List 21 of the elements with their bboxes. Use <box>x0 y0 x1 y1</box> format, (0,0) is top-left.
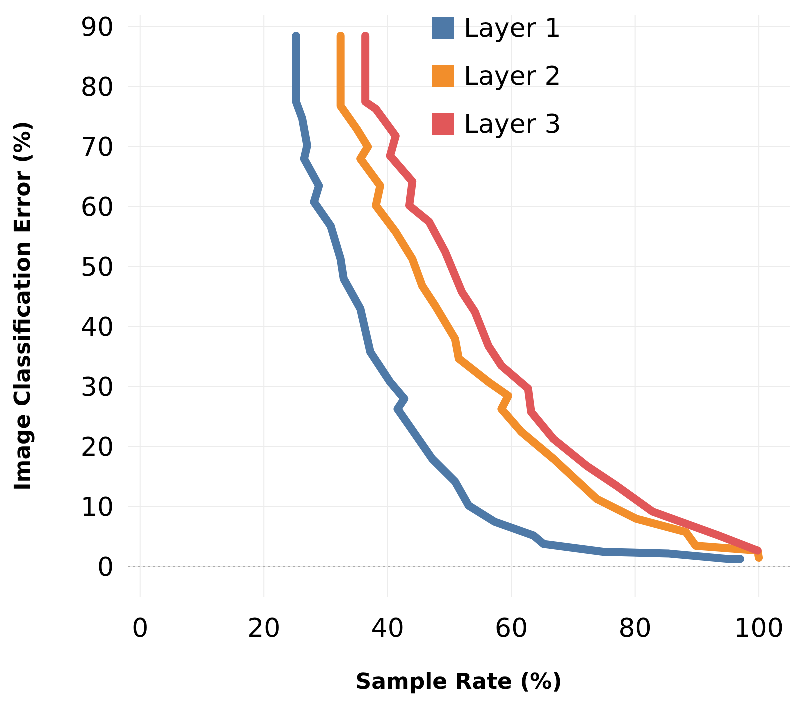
y-tick-label: 80 <box>80 73 114 104</box>
y-tick-label: 10 <box>80 493 114 524</box>
y-tick-label: 0 <box>97 553 114 584</box>
x-tick-label: 100 <box>734 614 784 644</box>
x-tick-label: 40 <box>371 614 404 644</box>
y-tick-label: 70 <box>80 133 114 164</box>
y-axis-title: Image Classification Error (%) <box>11 121 36 491</box>
legend-label: Layer 2 <box>464 62 562 92</box>
legend-label: Layer 1 <box>464 14 562 44</box>
x-tick-label: 80 <box>618 614 652 644</box>
y-tick-label: 50 <box>80 253 114 284</box>
legend-label: Layer 3 <box>464 110 562 140</box>
y-tick-label: 90 <box>80 13 114 44</box>
x-tick-label: 0 <box>132 614 149 644</box>
y-tick-label: 60 <box>80 193 114 224</box>
x-tick-label: 20 <box>248 614 281 644</box>
y-tick-label: 40 <box>80 313 114 344</box>
x-tick-label: 60 <box>495 614 528 644</box>
y-tick-label: 30 <box>80 373 114 404</box>
x-axis-title: Sample Rate (%) <box>356 670 562 695</box>
y-tick-label: 20 <box>80 433 114 464</box>
